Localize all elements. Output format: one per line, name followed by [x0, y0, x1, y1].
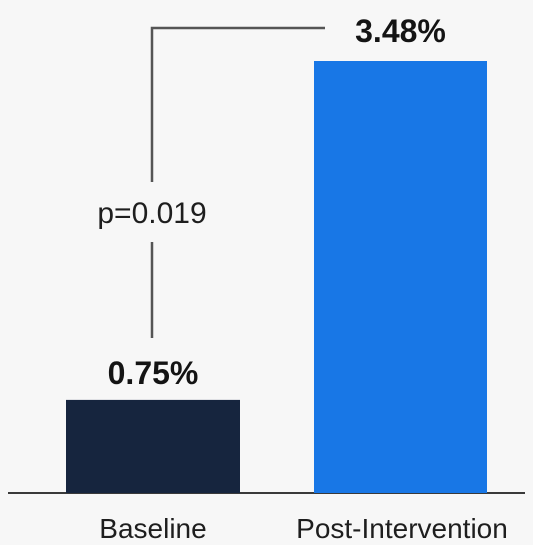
significance-bracket [150, 26, 325, 338]
bar-baseline [66, 399, 240, 493]
data-label-post-intervention: 3.48% [355, 13, 446, 49]
bar-post-intervention [314, 61, 487, 493]
tick-label-post-intervention: Post-Intervention [296, 513, 508, 544]
p-value-annotation: p=0.019 [97, 197, 206, 230]
tick-label-baseline: Baseline [99, 513, 206, 544]
data-label-baseline: 0.75% [108, 355, 199, 391]
